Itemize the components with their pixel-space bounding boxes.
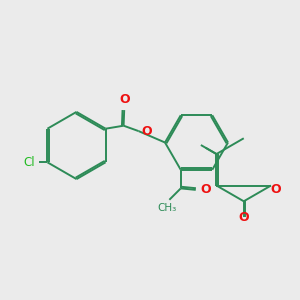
- Text: O: O: [119, 93, 130, 106]
- Text: Cl: Cl: [23, 156, 35, 169]
- Text: CH₃: CH₃: [158, 203, 177, 213]
- Text: O: O: [271, 183, 281, 196]
- Text: O: O: [141, 124, 152, 138]
- Text: O: O: [238, 211, 249, 224]
- Text: O: O: [201, 183, 211, 196]
